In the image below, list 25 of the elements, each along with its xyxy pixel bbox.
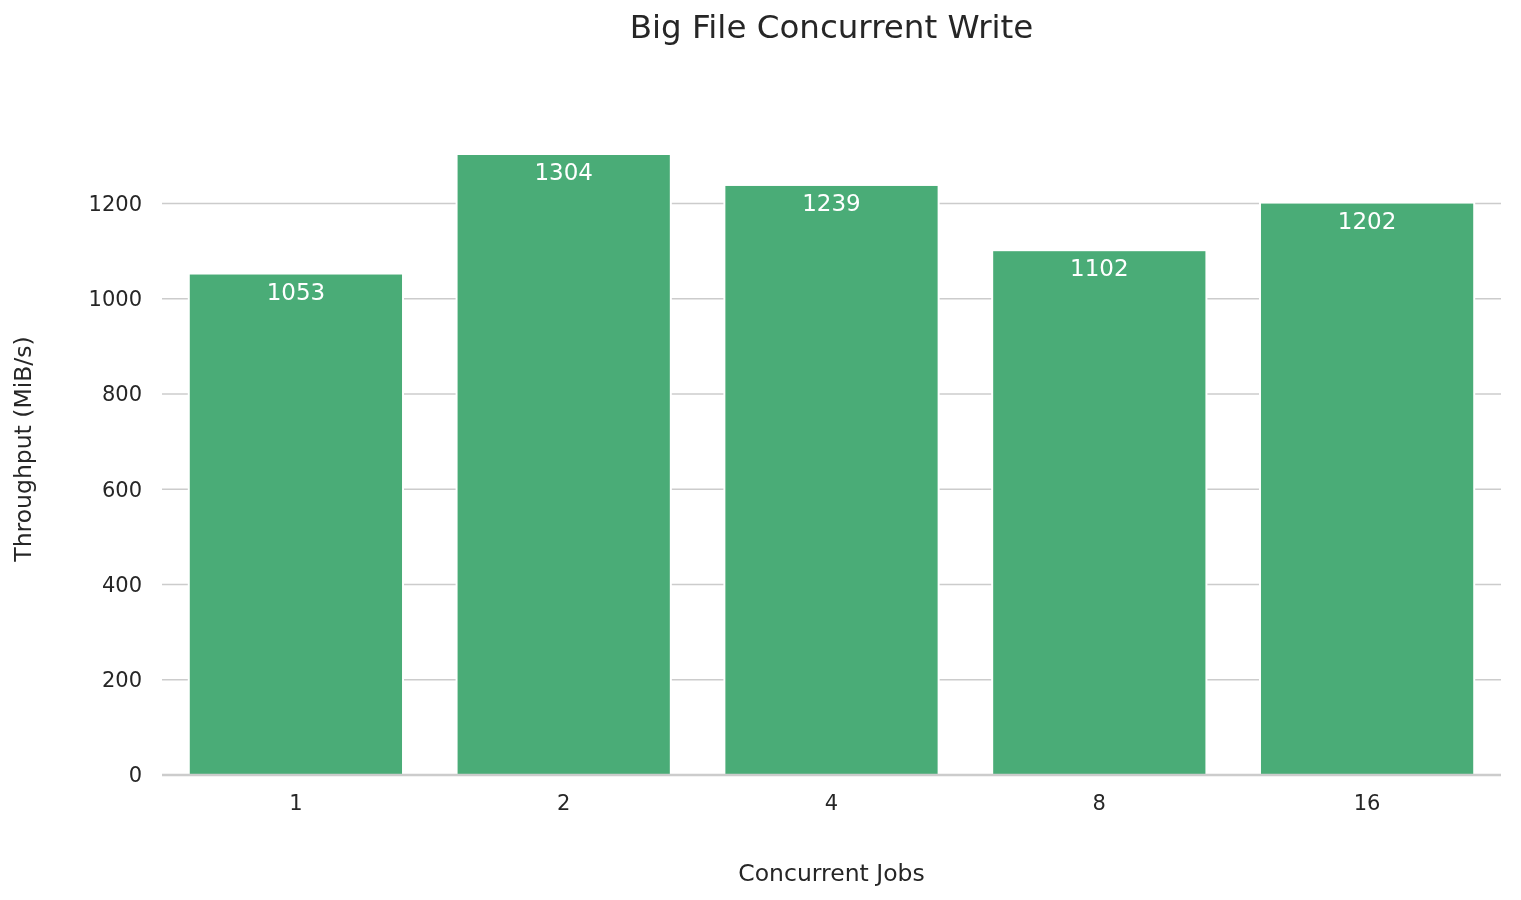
x-tick-label: 16 [1353,791,1381,815]
bar [991,249,1208,776]
y-tick-label: 800 [101,382,142,407]
y-tick-label: 200 [101,668,142,693]
chart-title: Big File Concurrent Write [629,8,1034,46]
bar [455,153,672,776]
x-tick-label: 8 [1092,791,1106,815]
y-tick-label: 400 [101,572,142,597]
data-label: 1053 [266,278,326,305]
data-label: 1239 [802,189,861,216]
x-axis-title: Concurrent Jobs [738,859,925,887]
y-tick-label: 600 [101,477,142,502]
y-tick-label: 1200 [88,191,142,216]
y-tick-label: 0 [128,763,142,788]
data-label: 1304 [534,159,593,185]
x-tick-label: 4 [824,791,839,815]
y-tick-label: 1000 [88,287,142,312]
bar [187,272,405,776]
data-label: 1202 [1337,207,1397,234]
x-tick-label: 2 [557,791,571,815]
bar [1258,201,1476,776]
bar [723,183,940,776]
y-axis-title: Throughput (MiB/s) [9,336,37,563]
x-tick-label: 1 [289,791,303,815]
data-label: 1102 [1070,255,1129,282]
